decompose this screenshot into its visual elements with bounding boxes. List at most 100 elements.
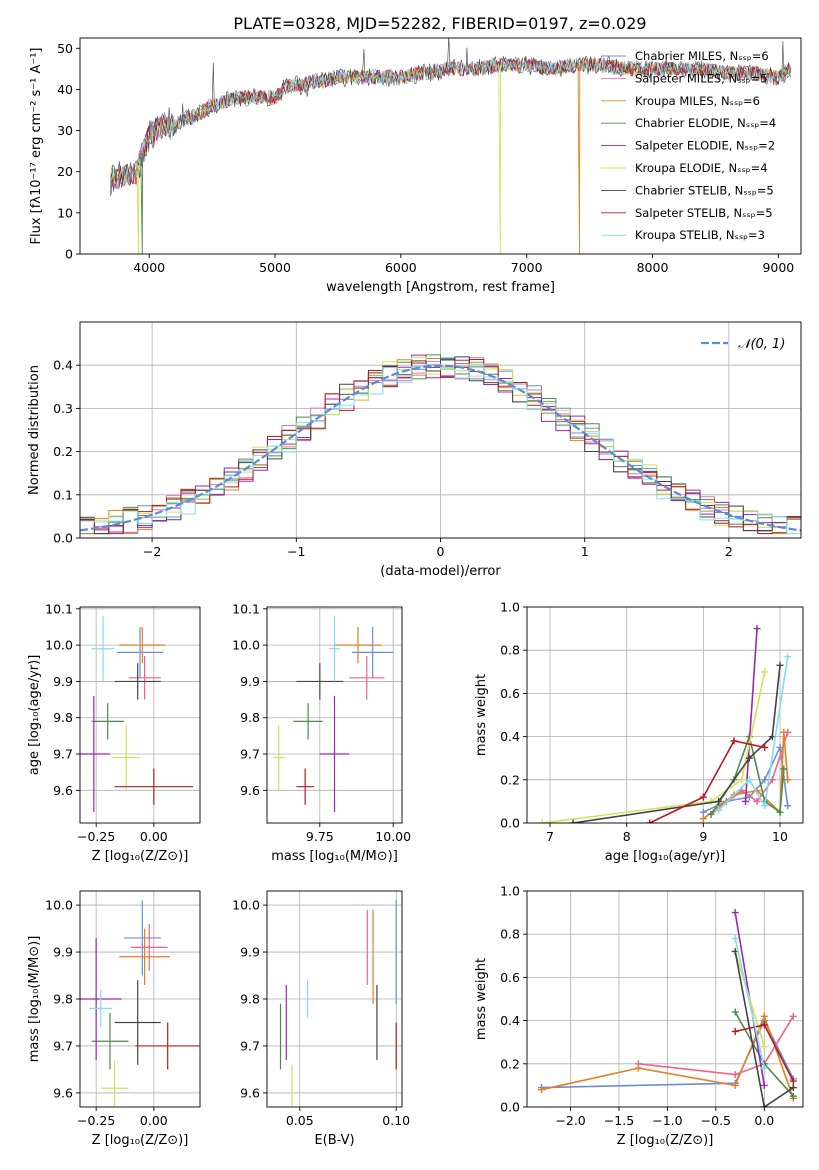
x-tick-label: 9.75 — [306, 829, 334, 844]
weight-marker-7-2 — [789, 1077, 797, 1085]
legend-label: 𝒩(0, 1) — [738, 337, 785, 352]
weight-marker-3-0 — [731, 1008, 739, 1016]
x-tick-label: 8000 — [637, 260, 669, 275]
y-tick-label: 10.0 — [232, 898, 260, 913]
figure-title: PLATE=0328, MJD=52282, FIBERID=0197, z=0… — [233, 14, 646, 33]
y-tick-label: 10.1 — [45, 601, 73, 616]
legend-label: Salpeter MILES, Nₛₛₚ=5 — [635, 71, 768, 85]
legend-label: Kroupa ELODIE, Nₛₛₚ=4 — [635, 161, 768, 175]
y-tick-label: 0.6 — [500, 686, 520, 701]
weight-marker-5-0 — [538, 819, 546, 823]
weight-marker-0-3 — [761, 776, 769, 784]
x-axis-label: Z [log₁₀(Z/Z⊙)] — [92, 1133, 189, 1148]
y-tick-label: 50 — [57, 41, 73, 56]
weight-marker-3-5 — [780, 765, 788, 773]
y-tick-label: 9.8 — [240, 992, 260, 1007]
y-axis-label: mass [log₁₀(M/M⊙)] — [27, 936, 42, 1063]
legend: Chabrier MILES, Nₛₛₚ=6 Salpeter MILES, Nₛ… — [601, 49, 776, 242]
weight-marker-6-1 — [760, 1103, 768, 1107]
x-tick-label: 8 — [623, 829, 631, 844]
weight-marker-5-3 — [761, 668, 769, 676]
y-tick-label: 10.0 — [45, 898, 73, 913]
panel-mass-vs-Z: −0.25 0.00 9.6 9.7 9.8 9.9 10.0 Z [log₁₀(Z/Z⊙)]… — [27, 890, 201, 1148]
weight-marker-7-0 — [731, 1027, 739, 1035]
drop-3945 — [140, 153, 143, 254]
legend-label: Chabrier STELIB, Nₛₛₚ=5 — [635, 183, 774, 197]
y-tick-label: 0.8 — [500, 927, 520, 942]
y-tick-label: 9.6 — [240, 783, 260, 798]
legend: 𝒩(0, 1) — [701, 337, 785, 352]
weight-marker-2-0 — [699, 815, 707, 823]
y-tick-label: 9.9 — [53, 945, 73, 960]
x-tick-label: −0.25 — [77, 829, 115, 844]
weight-marker-8-2 — [761, 802, 769, 810]
weight-marker-3-2 — [789, 1092, 797, 1100]
x-tick-label: 10.00 — [375, 829, 411, 844]
weight-marker-4-0 — [742, 797, 749, 805]
x-axis-label: wavelength [Angstrom, rest frame] — [326, 280, 555, 295]
x-axis-label: age [log₁₀(age/yr)] — [605, 849, 726, 864]
x-axis-label: (data-model)/error — [380, 564, 501, 579]
weight-marker-8-1 — [760, 1064, 768, 1072]
plot-area-age-vs-mass — [272, 616, 394, 813]
spectrum-line-6 — [109, 38, 792, 197]
x-tick-label: 0.00 — [140, 829, 168, 844]
weight-marker-4-1 — [760, 1081, 768, 1089]
weight-marker-1-2 — [753, 797, 761, 805]
weight-line-8 — [718, 656, 789, 811]
spectrum-line-8 — [109, 57, 791, 192]
x-tick-label: 2 — [725, 544, 733, 559]
y-tick-label: 0.4 — [500, 729, 520, 744]
weight-marker-2-2 — [731, 1081, 739, 1089]
weight-marker-1-3 — [789, 1012, 797, 1020]
weight-marker-5-1 — [760, 1043, 768, 1051]
weight-marker-4-0 — [731, 909, 739, 917]
weight-marker-7-0 — [646, 819, 654, 823]
y-tick-label: 10 — [57, 205, 73, 220]
y-tick-label: 0.0 — [500, 816, 520, 831]
axes-frame — [266, 606, 403, 824]
y-tick-label: 0.0 — [53, 531, 73, 546]
legend-label: Chabrier ELODIE, Nₛₛₚ=4 — [635, 116, 776, 130]
weight-line-1 — [638, 1015, 794, 1076]
x-tick-label: 0 — [437, 544, 445, 559]
weight-marker-6-2 — [789, 1084, 797, 1092]
weight-marker-2-5 — [784, 776, 792, 784]
weight-marker-7-1 — [699, 793, 707, 801]
weight-marker-1-3 — [768, 776, 776, 784]
x-tick-label: −1.0 — [652, 1113, 682, 1128]
drop-7420 — [577, 64, 581, 254]
weight-marker-2-1 — [634, 1064, 642, 1072]
y-tick-label: 9.9 — [240, 945, 260, 960]
x-tick-label: 7000 — [511, 260, 543, 275]
x-tick-label: 6000 — [385, 260, 417, 275]
x-tick-label: −1.5 — [604, 1113, 634, 1128]
x-tick-label: 10 — [772, 829, 788, 844]
weight-marker-2-3 — [760, 1012, 768, 1020]
weight-marker-6-2 — [745, 754, 753, 762]
plot-area-weight-vs-Z — [538, 909, 797, 1107]
weight-marker-0-5 — [784, 802, 792, 810]
y-tick-label: 9.6 — [53, 1085, 73, 1100]
plot-area-age-vs-Z — [80, 616, 194, 813]
y-tick-label: 10.0 — [232, 638, 260, 653]
weight-marker-2-0 — [538, 1086, 546, 1094]
y-tick-label: 1.0 — [500, 884, 520, 899]
y-tick-label: 0.3 — [53, 401, 73, 416]
weight-marker-6-4 — [776, 661, 784, 669]
weight-marker-0-0 — [699, 808, 707, 816]
panel-residuals: −2 −1 0 1 2 0.0 0.1 0.2 0.3 0.4 (data-model)/error… — [27, 321, 802, 579]
y-tick-label: 9.6 — [240, 1085, 260, 1100]
y-tick-label: 40 — [57, 82, 73, 97]
y-axis-label: Flux [fλ10⁻¹⁷ erg cm⁻² s⁻¹ A⁻¹] — [29, 48, 44, 245]
y-tick-label: 0.2 — [500, 1056, 520, 1071]
y-tick-label: 0.2 — [500, 772, 520, 787]
x-axis-label: E(B-V) — [314, 1133, 354, 1148]
weight-marker-8-0 — [715, 806, 723, 814]
legend-label: Salpeter STELIB, Nₛₛₚ=5 — [635, 206, 773, 220]
weight-marker-8-0 — [731, 935, 739, 943]
x-tick-label: 9000 — [762, 260, 794, 275]
y-tick-label: 0.0 — [500, 1100, 520, 1115]
y-tick-label: 9.7 — [240, 1038, 260, 1053]
